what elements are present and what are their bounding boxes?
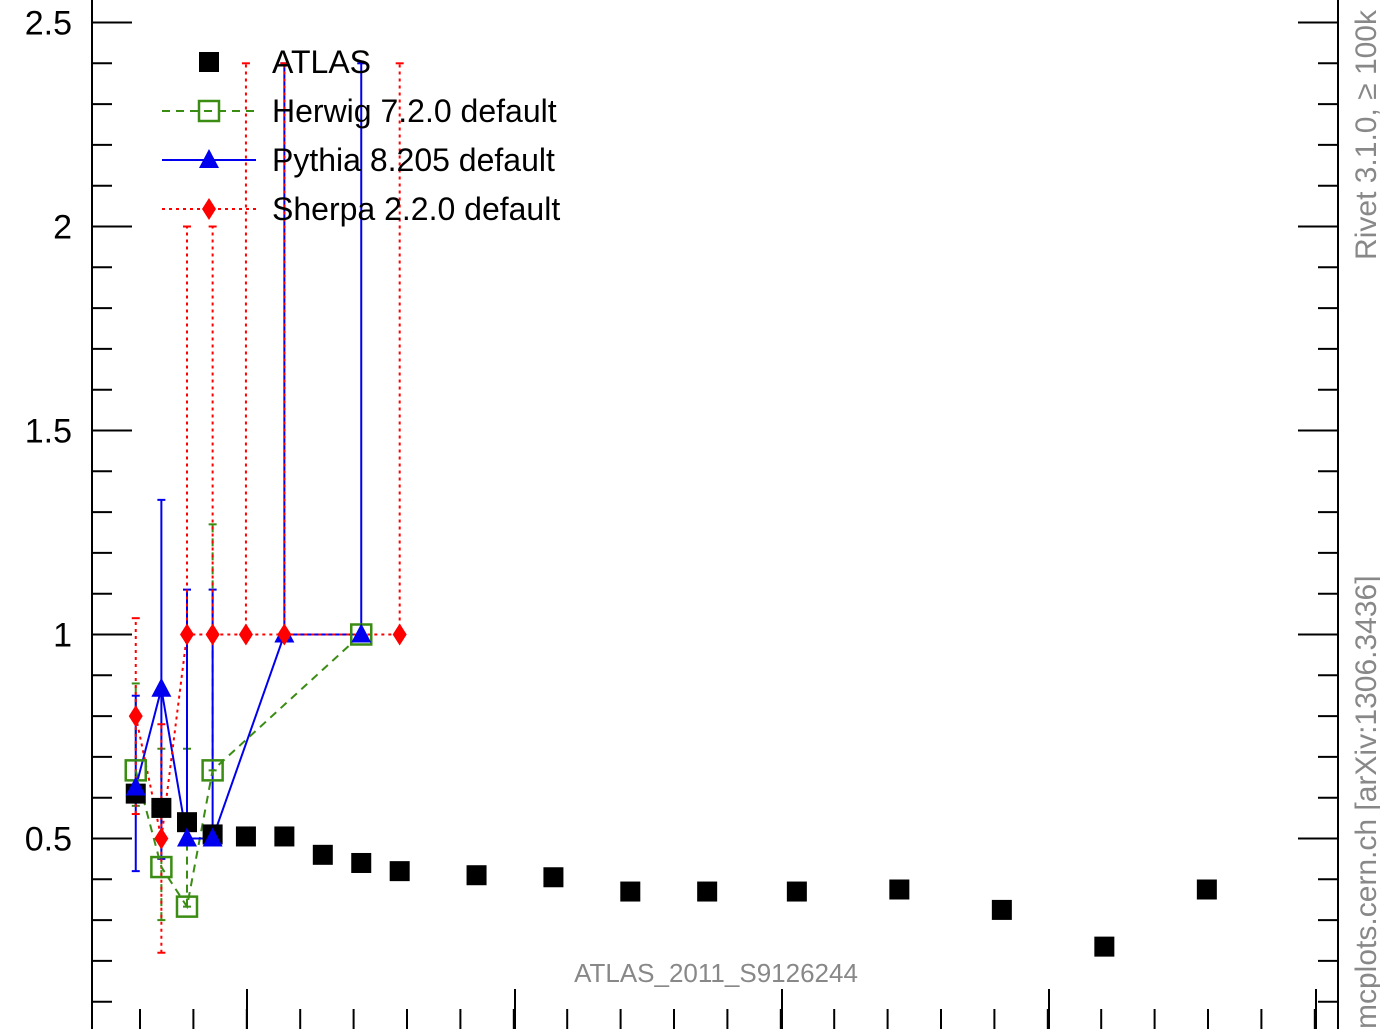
y-tick-label: 0.5	[25, 821, 72, 859]
data-point	[392, 623, 407, 646]
series-line	[134, 633, 362, 910]
data-point	[351, 623, 372, 643]
y-tick-label: 2	[53, 209, 72, 247]
analysis-watermark: ATLAS_2011_S9126244	[574, 958, 858, 988]
series-line	[134, 633, 362, 840]
data-point	[176, 827, 197, 847]
legend: ATLAS Herwig 7.2.0 default Pythia 8.205 de…	[162, 44, 560, 227]
data-point	[238, 623, 253, 646]
data-point	[991, 899, 1012, 920]
data-point	[312, 844, 333, 865]
y-tick-label: 2.5	[25, 5, 72, 43]
data-point	[274, 826, 295, 847]
data-point	[466, 865, 487, 886]
legend-label: Herwig 7.2.0 default	[272, 93, 557, 129]
data-point	[150, 855, 173, 879]
y-tick-label: 1	[53, 617, 72, 655]
data-point	[1094, 936, 1115, 957]
plot-axes: 0.5 1 1.5 2 2.5	[25, 0, 1339, 1029]
legend-label: ATLAS	[272, 44, 371, 80]
data-point	[201, 759, 224, 782]
data-point	[543, 867, 564, 888]
series-markers	[124, 623, 1217, 957]
data-point	[128, 705, 143, 728]
legend-marker	[199, 149, 219, 168]
data-point	[697, 881, 718, 902]
data-point	[202, 827, 223, 847]
y-tick-label: 1.5	[25, 413, 72, 451]
data-point	[176, 812, 197, 833]
data-point	[389, 861, 410, 882]
data-point	[151, 797, 172, 818]
data-point	[786, 881, 807, 902]
mcplots-source-label: mcplots.cern.ch [arXiv:1306.3436]	[1350, 575, 1380, 1029]
legend-label: Sherpa 2.2.0 default	[272, 191, 560, 227]
legend-marker	[202, 198, 216, 220]
data-point	[235, 826, 256, 847]
series-line	[134, 633, 400, 839]
data-point	[620, 881, 641, 902]
data-point	[175, 895, 199, 918]
data-point	[154, 827, 169, 850]
legend-label: Pythia 8.205 default	[272, 142, 555, 178]
data-point	[351, 852, 372, 873]
data-point	[277, 623, 292, 646]
data-point	[179, 623, 194, 646]
data-point	[1196, 879, 1217, 900]
legend-marker	[199, 52, 219, 72]
legend-marker	[197, 99, 221, 123]
data-point	[889, 879, 910, 900]
data-point	[205, 623, 220, 646]
data-point	[125, 776, 146, 796]
data-point	[151, 677, 172, 697]
rivet-version-label: Rivet 3.1.0, ≥ 100k	[1350, 9, 1380, 260]
